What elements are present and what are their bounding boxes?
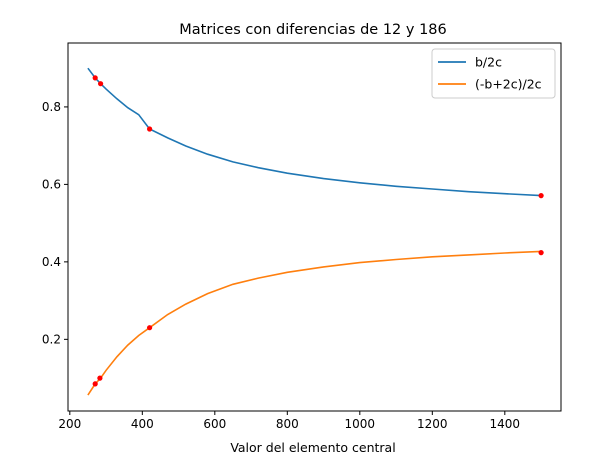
x-axis-label: Valor del elemento central (230, 440, 395, 455)
legend-label-2: (-b+2c)/2c (475, 77, 542, 92)
highlight-point-5 (92, 381, 98, 387)
series-line-1 (87, 67, 542, 197)
series-line-2 (87, 250, 542, 396)
y-tick-label: 0.8 (42, 100, 61, 114)
y-tick-label: 0.4 (42, 255, 61, 269)
x-tick-label: 800 (276, 417, 299, 431)
highlight-point-1 (92, 75, 98, 81)
x-tick-label: 200 (58, 417, 81, 431)
y-tick-label: 0.2 (42, 332, 61, 346)
highlight-point-7 (147, 325, 153, 331)
x-tick-label: 400 (131, 417, 154, 431)
axis-ticks: 200 400 600 800 1000 1200 1400 0.2 0.4 0.6 0.8 (42, 100, 520, 431)
x-tick-label: 1200 (417, 417, 448, 431)
chart-title: Matrices con diferencias de 12 y 186 (179, 22, 447, 38)
highlight-point-8 (538, 250, 544, 256)
x-tick-label: 1400 (490, 417, 521, 431)
y-tick-label: 0.6 (42, 177, 61, 191)
highlight-point-4 (538, 193, 544, 199)
x-tick-label: 1000 (345, 417, 376, 431)
legend: b/2c (-b+2c)/2c (431, 48, 556, 99)
highlight-point-3 (147, 126, 153, 132)
plot-area (87, 67, 544, 396)
legend-label-1: b/2c (475, 55, 502, 70)
highlight-point-2 (98, 81, 104, 87)
x-tick-label: 600 (203, 417, 226, 431)
axes-frame (67, 42, 562, 412)
highlight-point-6 (97, 375, 103, 381)
